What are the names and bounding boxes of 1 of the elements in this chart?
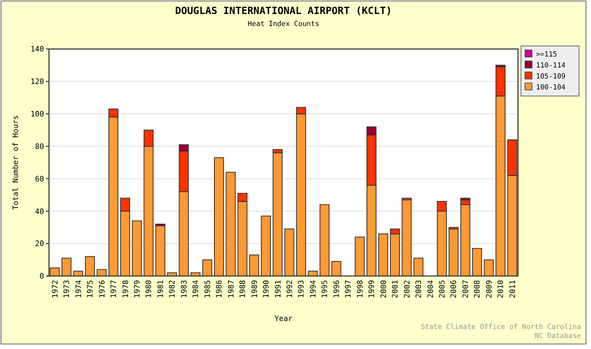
chart-title: DOUGLAS INTERNATIONAL AIRPORT (KCLT): [175, 6, 392, 17]
